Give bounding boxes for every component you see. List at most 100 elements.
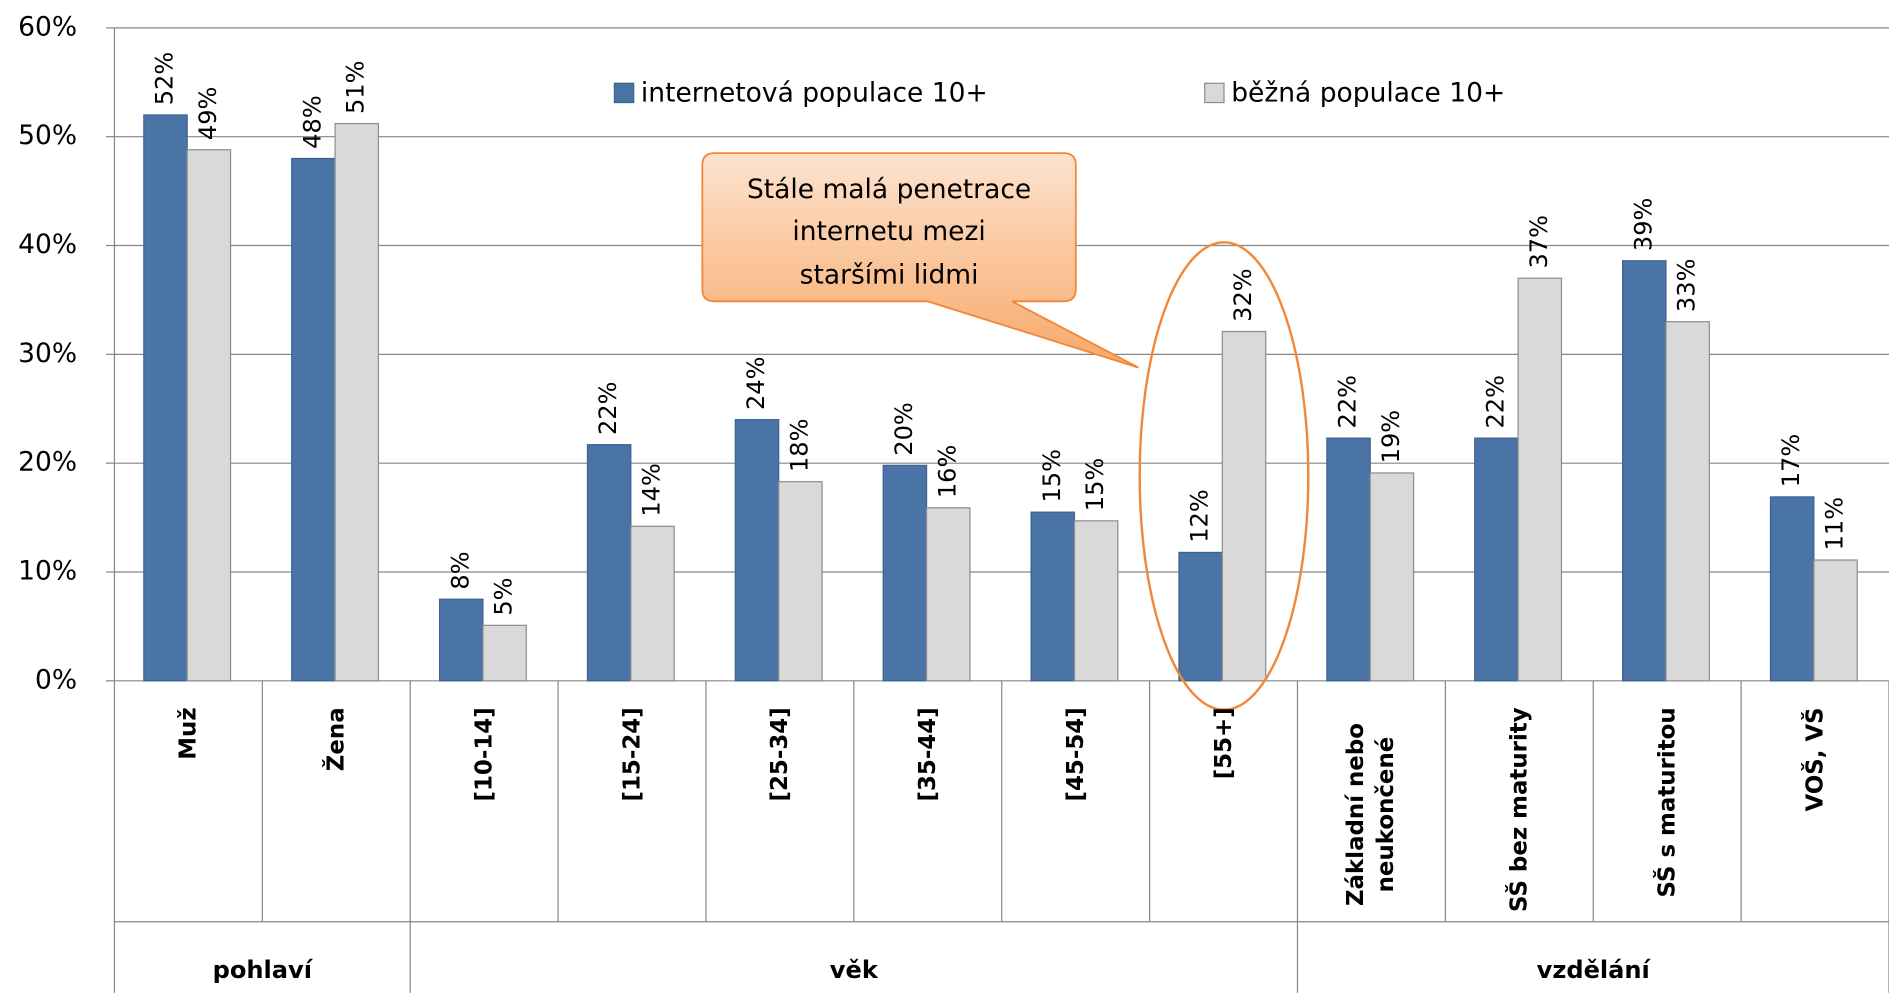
highlight-ellipse bbox=[1138, 241, 1310, 711]
y-tick-label: 30% bbox=[18, 338, 77, 369]
y-tick-label: 20% bbox=[18, 447, 77, 478]
x-tick-label: Žena bbox=[322, 707, 350, 772]
x-tick-label-group: Žena bbox=[322, 707, 350, 772]
y-tick-label: 0% bbox=[35, 664, 77, 695]
x-tick-label: Muž bbox=[174, 707, 202, 760]
data-label: 12% bbox=[1186, 489, 1214, 543]
bar bbox=[1073, 520, 1119, 682]
data-label: 37% bbox=[1525, 215, 1553, 269]
callout bbox=[701, 152, 1139, 369]
x-tick-label-box: [25-34] bbox=[766, 707, 793, 802]
data-label: 19% bbox=[1377, 410, 1405, 464]
bar bbox=[1622, 260, 1667, 682]
x-tick-label: [35-44] bbox=[914, 707, 941, 802]
x-tick-label: [15-24] bbox=[618, 707, 645, 802]
x-tick-label: [25-34] bbox=[766, 707, 793, 802]
x-tick-label-box: [55+] bbox=[1209, 707, 1237, 780]
bar bbox=[334, 123, 380, 682]
y-tick-label: 60% bbox=[18, 11, 77, 42]
x-tick-label-box: [10-14] bbox=[470, 707, 497, 802]
data-label: 22% bbox=[594, 382, 622, 436]
x-tick-label-box: SŠ bez maturity bbox=[1505, 707, 1533, 912]
data-label: 18% bbox=[785, 419, 813, 473]
data-label: 24% bbox=[742, 356, 770, 410]
data-label: 52% bbox=[150, 52, 178, 106]
data-label: 20% bbox=[890, 402, 918, 456]
bar bbox=[925, 507, 971, 682]
group-label: pohlaví bbox=[213, 956, 314, 984]
callout-text: staršími lidmi bbox=[800, 260, 979, 291]
legend-swatch bbox=[613, 82, 635, 104]
bar bbox=[1178, 551, 1223, 682]
y-tick-label: 50% bbox=[18, 120, 77, 151]
x-tick-label-group: VOŠ, VŠ bbox=[1801, 707, 1828, 812]
x-tick-label-group: [15-24] bbox=[618, 707, 645, 802]
group-label: věk bbox=[830, 956, 879, 984]
bar bbox=[1813, 559, 1858, 682]
bar bbox=[1030, 511, 1076, 682]
x-tick-label-box: [15-24] bbox=[618, 707, 645, 802]
bar bbox=[630, 525, 675, 682]
x-tick-label-group: SŠ bez maturity bbox=[1505, 707, 1533, 912]
callout-text: Stále malá penetrace bbox=[747, 174, 1031, 205]
data-label: 15% bbox=[1081, 458, 1109, 512]
bar bbox=[778, 481, 823, 682]
x-tick-label-group: [10-14] bbox=[470, 707, 497, 802]
x-tick-label: VOŠ, VŠ bbox=[1801, 707, 1828, 812]
data-label: 39% bbox=[1629, 198, 1657, 252]
legend-swatch bbox=[1204, 82, 1225, 104]
x-tick-label-box: Žena bbox=[322, 707, 350, 772]
x-tick-label: [55+] bbox=[1209, 707, 1237, 780]
data-label: 14% bbox=[638, 463, 666, 517]
data-label: 17% bbox=[1777, 434, 1805, 488]
data-label: 16% bbox=[933, 445, 961, 499]
x-tick-label: Základní nebo neukončené bbox=[1342, 723, 1400, 907]
y-tick-label: 10% bbox=[18, 555, 77, 586]
x-tick-label-group: [35-44] bbox=[914, 707, 941, 802]
x-tick-label-group: Muž bbox=[174, 707, 202, 760]
bar bbox=[1474, 437, 1519, 682]
bar bbox=[1665, 321, 1710, 682]
x-tick-label-box: VOŠ, VŠ bbox=[1801, 707, 1828, 812]
x-tick-label: [45-54] bbox=[1061, 707, 1089, 802]
bar bbox=[143, 114, 188, 682]
x-tick-label: [10-14] bbox=[470, 707, 497, 802]
data-label: 5% bbox=[490, 577, 518, 615]
data-label: 48% bbox=[298, 95, 326, 149]
x-tick-label-box: [45-54] bbox=[1061, 707, 1089, 802]
bar bbox=[1517, 277, 1563, 682]
x-tick-label: SŠ s maturitou bbox=[1653, 707, 1681, 898]
x-tick-label-group: [45-54] bbox=[1061, 707, 1089, 802]
bar bbox=[1326, 437, 1371, 682]
data-label: 22% bbox=[1481, 375, 1509, 429]
bar bbox=[1369, 472, 1415, 682]
data-label: 15% bbox=[1038, 449, 1066, 503]
x-tick-label: SŠ bez maturity bbox=[1505, 707, 1533, 912]
data-label: 51% bbox=[342, 60, 370, 114]
x-tick-label-group: [25-34] bbox=[766, 707, 793, 802]
bar bbox=[734, 419, 780, 682]
y-tick-label: 40% bbox=[18, 229, 77, 260]
bar bbox=[1769, 496, 1815, 682]
x-tick-label-box: Základní nebo neukončené bbox=[1342, 723, 1400, 907]
x-tick-label-group: SŠ s maturitou bbox=[1653, 707, 1681, 898]
data-label: 49% bbox=[194, 87, 222, 141]
x-tick-label-box: Muž bbox=[174, 707, 202, 760]
x-tick-label-group: [55+] bbox=[1209, 707, 1237, 780]
bar bbox=[586, 444, 632, 682]
bar bbox=[291, 157, 336, 682]
data-label: 8% bbox=[446, 551, 474, 589]
data-label: 11% bbox=[1821, 497, 1849, 551]
legend-label: internetová populace 10+ bbox=[641, 78, 988, 109]
bar bbox=[482, 624, 527, 682]
data-label: 32% bbox=[1229, 268, 1257, 322]
bar bbox=[186, 149, 232, 682]
x-tick-label-box: SŠ s maturitou bbox=[1653, 707, 1681, 898]
bar bbox=[438, 598, 484, 682]
x-tick-label-box: [35-44] bbox=[914, 707, 941, 802]
x-tick-label-group: Základní nebo neukončené bbox=[1342, 723, 1400, 907]
legend-label: běžná populace 10+ bbox=[1231, 78, 1505, 109]
callout-text: internetu mezi bbox=[792, 216, 985, 247]
